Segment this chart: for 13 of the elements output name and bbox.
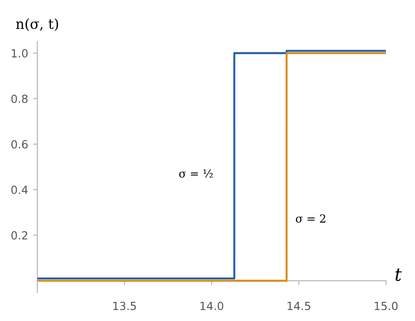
- y-tick-label: 0.4: [11, 186, 28, 194]
- y-tick-label: 0.6: [11, 140, 28, 149]
- annotation: σ = ½: [179, 169, 213, 178]
- x-tick-label: 14.0: [200, 302, 224, 310]
- x-tick-label: 13.5: [113, 302, 136, 310]
- y-tick-label: 1.0: [12, 49, 28, 58]
- y-tick-label: 0.2: [11, 231, 28, 240]
- y-tick-label: 0.8: [11, 94, 28, 104]
- x-axis-title: t: [396, 268, 402, 282]
- x-tick-label: 14.5: [288, 302, 310, 310]
- x-tick-label: 15.0: [374, 302, 398, 310]
- y-axis-title: n(σ, t): [16, 18, 58, 31]
- annotation: σ = 2: [296, 214, 326, 223]
